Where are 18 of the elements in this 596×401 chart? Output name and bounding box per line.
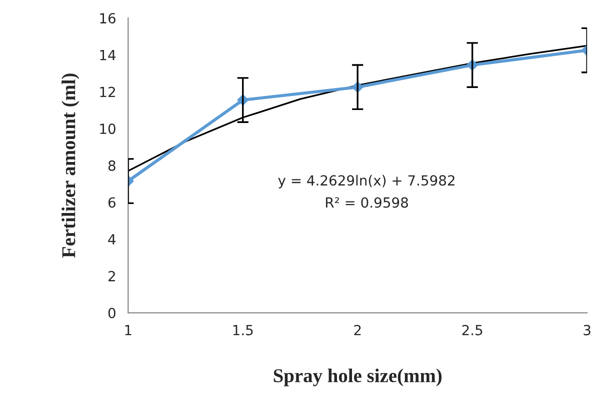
annotation: R² = 0.9598: [326, 197, 408, 208]
y-tick-label: 16: [100, 13, 116, 24]
x-tick-label: 3: [584, 324, 590, 336]
y-tick-label: 12: [100, 86, 115, 98]
annotation: y = 4.2629ln(x) + 7.5982: [278, 174, 454, 188]
x-tick-label: 2.5: [462, 324, 482, 336]
y-tick-label: 6: [108, 197, 116, 208]
x-axis-title: Spray hole size(mm): [274, 368, 442, 386]
y-tick-label: 14: [100, 50, 116, 60]
y-tick-label: 2: [108, 270, 115, 282]
x-tick-label: 1: [125, 325, 132, 336]
y-tick-label: 0: [108, 308, 116, 318]
y-tick-label: 8: [108, 160, 116, 171]
x-tick-label: 2: [354, 324, 361, 336]
x-tick-label: 1.5: [233, 325, 253, 336]
y-tick-label: 4: [108, 234, 116, 244]
y-axis-title: Fertilizer amount (ml): [62, 74, 80, 258]
y-tick-label: 10: [100, 124, 116, 134]
